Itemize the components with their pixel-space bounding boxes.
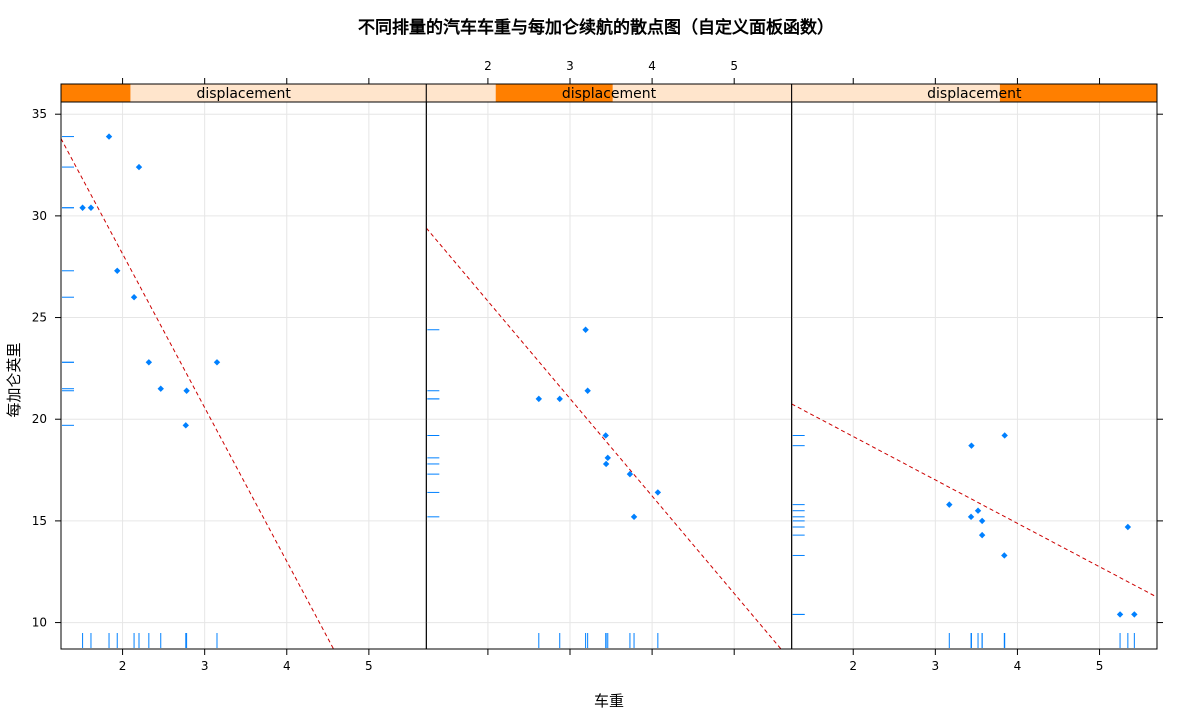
- data-point: [130, 294, 138, 301]
- data-point: [1001, 552, 1008, 559]
- x-tick-label: 2: [849, 659, 857, 673]
- strip-label: displacement: [562, 86, 657, 102]
- chart-title: 不同排量的汽车车重与每加仑续航的散点图（自定义面板函数）: [358, 17, 834, 38]
- regression-line: [61, 138, 335, 649]
- data-point: [114, 267, 121, 274]
- data-point: [183, 387, 190, 394]
- data-point: [626, 470, 634, 478]
- y-tick-label: 20: [32, 412, 47, 426]
- data-point: [1131, 611, 1138, 618]
- x-tick-label: 5: [1096, 659, 1104, 673]
- x-tick-label: 4: [283, 659, 291, 673]
- strip-label: displacement: [927, 86, 1022, 102]
- data-point: [105, 133, 113, 140]
- x-tick-label: 3: [201, 659, 209, 673]
- strip-range-marker: [495, 84, 613, 102]
- strip-range-marker: [999, 84, 1157, 102]
- data-point: [135, 163, 143, 171]
- data-point: [584, 387, 591, 394]
- data-point: [1001, 432, 1008, 439]
- data-point: [213, 359, 221, 366]
- data-point: [145, 359, 153, 366]
- data-point: [87, 204, 95, 211]
- data-point: [968, 442, 975, 449]
- x-tick-label: 2: [484, 59, 492, 73]
- x-tick-label: 3: [566, 59, 574, 73]
- data-point: [967, 513, 975, 521]
- data-point: [79, 204, 86, 211]
- x-tick-label: 4: [1014, 659, 1022, 673]
- x-tick-label: 3: [932, 659, 940, 673]
- data-point: [157, 385, 164, 392]
- y-tick-label: 30: [32, 209, 47, 223]
- data-point: [604, 454, 611, 462]
- data-point: [978, 531, 986, 539]
- data-point: [1116, 611, 1124, 618]
- panel-border: [60, 83, 427, 650]
- x-axis-label: 车重: [594, 692, 624, 710]
- data-point: [946, 501, 953, 508]
- data-point: [182, 422, 189, 429]
- panel-border: [425, 83, 793, 650]
- y-tick-label: 15: [32, 514, 47, 528]
- regression-line: [791, 403, 1158, 598]
- y-axis-label: 每加仑英里: [5, 342, 23, 417]
- data-point: [602, 460, 610, 468]
- data-point: [974, 507, 982, 514]
- x-tick-label: 2: [119, 659, 127, 673]
- data-point: [556, 395, 563, 403]
- y-tick-label: 35: [32, 107, 47, 121]
- y-tick-label: 25: [32, 311, 47, 325]
- regression-line: [426, 227, 782, 649]
- data-point: [630, 513, 638, 521]
- x-tick-label: 5: [730, 59, 738, 73]
- x-tick-label: 5: [365, 659, 373, 673]
- strip-background: [61, 84, 427, 102]
- x-tick-label: 4: [648, 59, 656, 73]
- data-point: [535, 395, 543, 403]
- data-point: [582, 326, 589, 333]
- panel-border: [791, 83, 1158, 650]
- strip-range-marker: [61, 84, 131, 102]
- plot-layer: displacement 2 3 4 5 displacement 2 3 4 5 displace…: [32, 59, 1163, 673]
- data-point: [654, 489, 662, 496]
- data-point: [1124, 523, 1132, 531]
- data-point: [978, 517, 986, 525]
- strip-label: displacement: [196, 86, 291, 102]
- data-point: [602, 432, 609, 439]
- y-tick-label: 10: [32, 616, 47, 630]
